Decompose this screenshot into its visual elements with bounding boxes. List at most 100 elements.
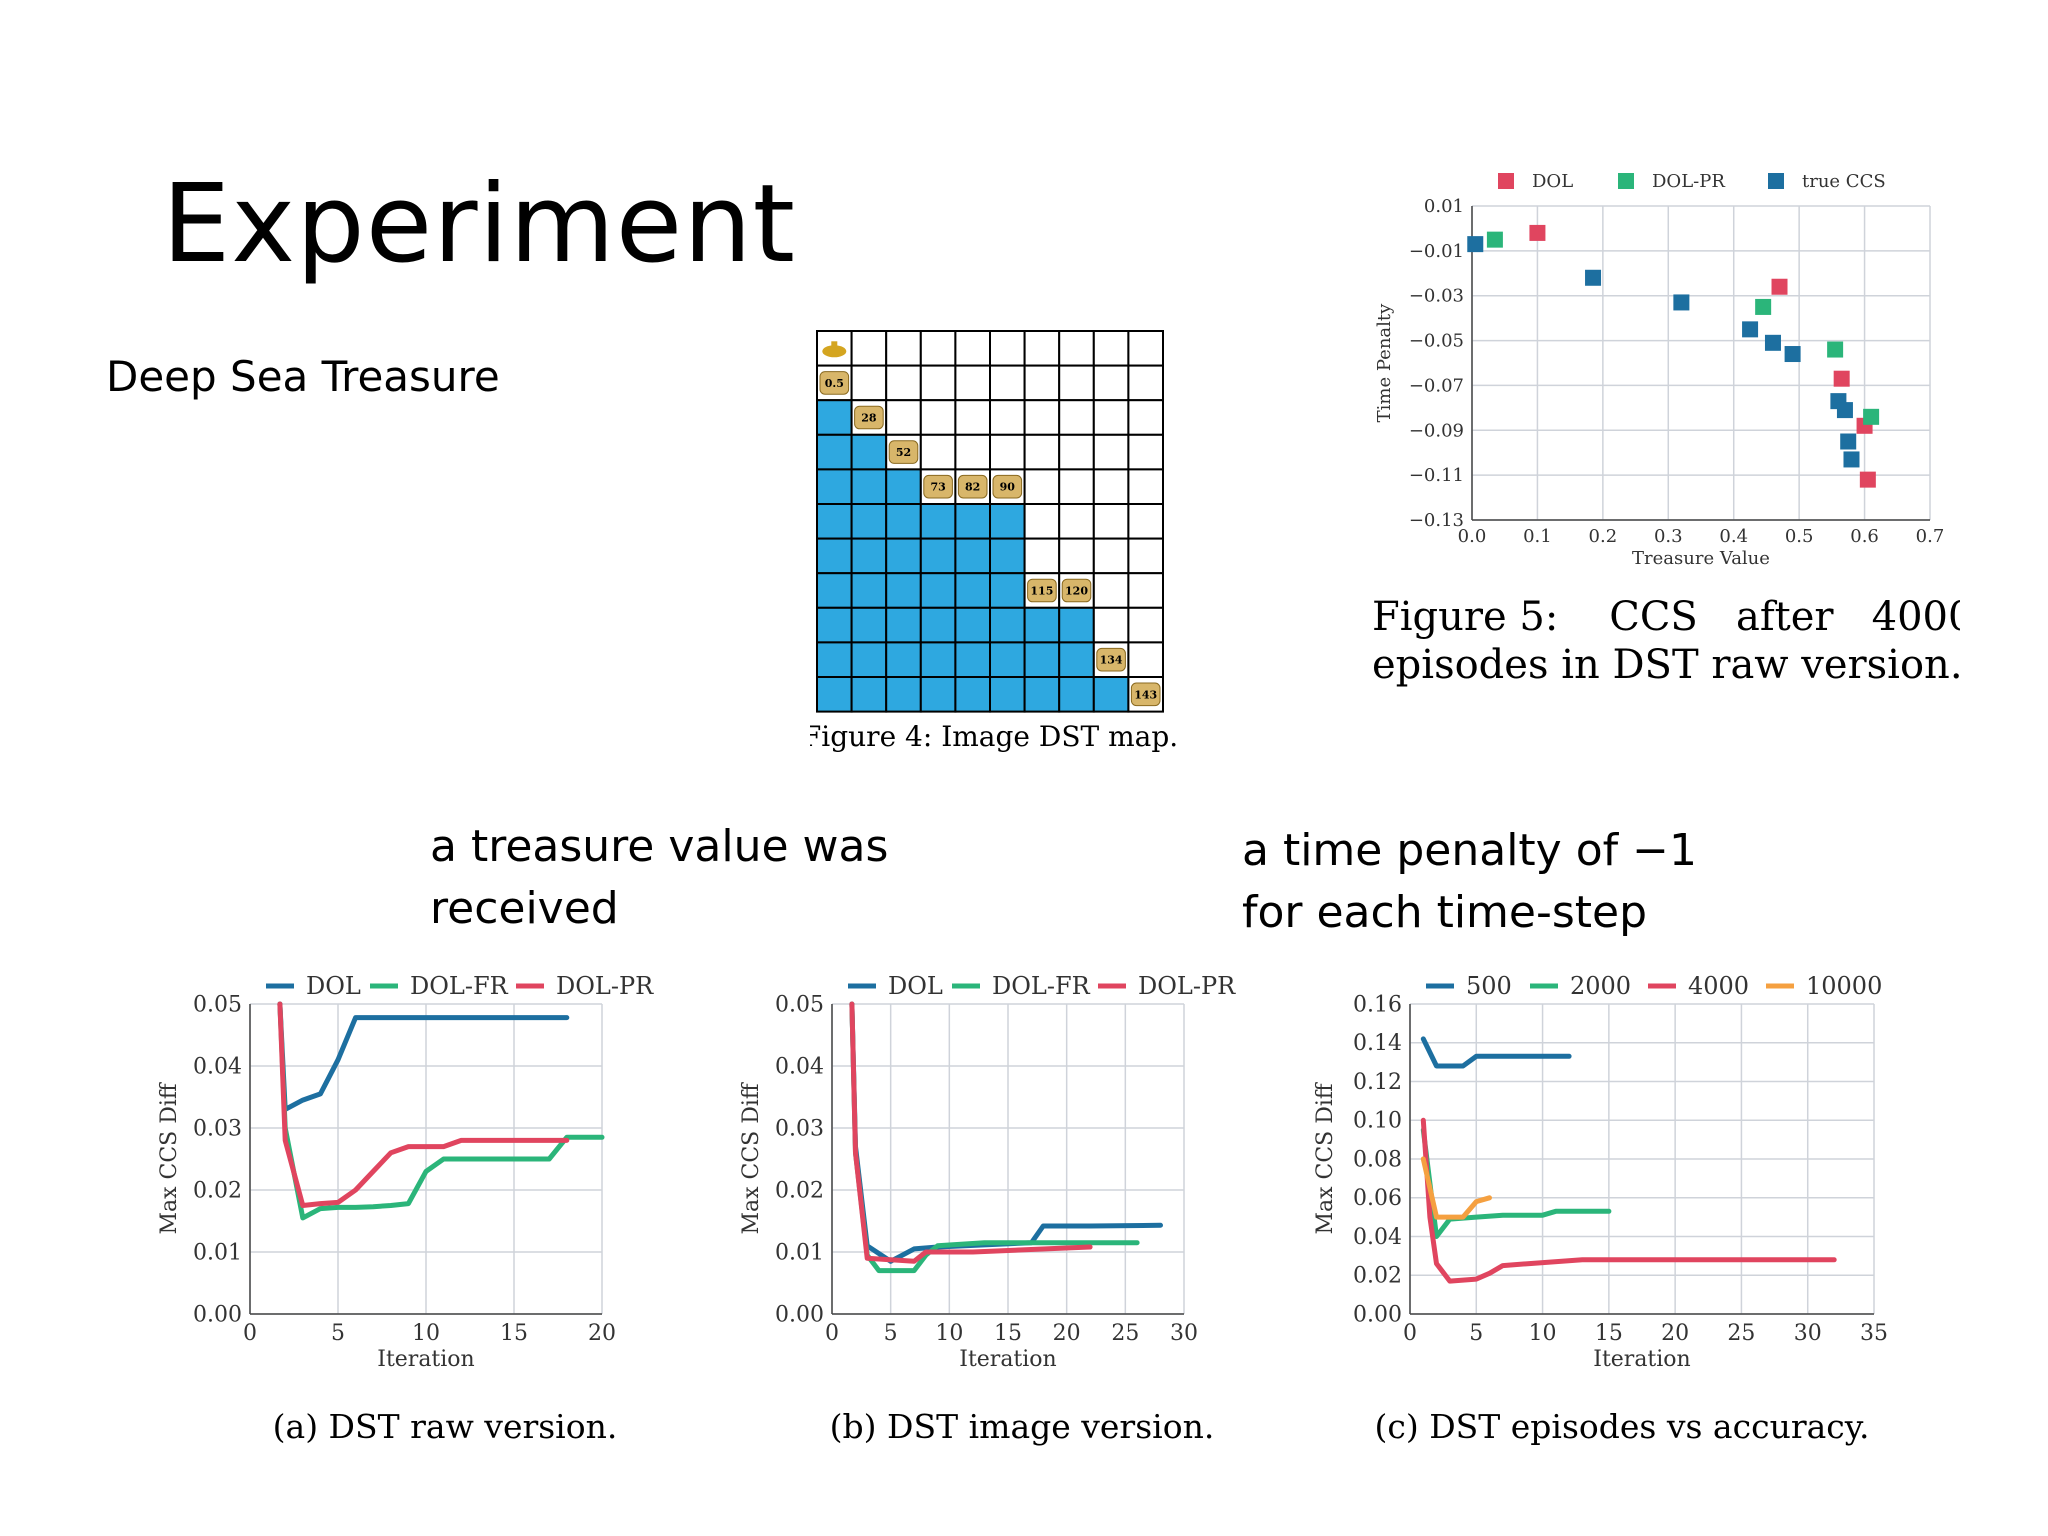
y-tick-label: −0.05: [1409, 331, 1464, 352]
legend-label: DOL-PR: [556, 972, 654, 1000]
scatter-point-dol-pr: [1755, 298, 1772, 315]
sea-cell: [919, 503, 957, 540]
submarine-tower: [831, 341, 838, 348]
y-tick-label: 0.10: [1353, 1109, 1402, 1134]
water-cell: [1023, 364, 1061, 402]
sea-cell: [816, 606, 853, 644]
sea-cell: [850, 572, 888, 609]
fig-b-line-chart: 0 5 10 15 20 25 30 0.00 0.01 0.02 0.03 0.04 0.05 Iter…: [739, 972, 1236, 1446]
sea-cell: [954, 537, 991, 575]
y-tick-label: 0.02: [193, 1178, 242, 1203]
fig-b-plot: 0 5 10 15 20 25 30 0.00 0.01 0.02 0.03 0.04 0.05 Iter…: [739, 972, 1236, 1372]
treasure-chest: [854, 405, 884, 430]
sea-cell: [816, 503, 853, 540]
y-tick-label: 0.04: [775, 1054, 824, 1079]
series-line-4000: [1420, 1117, 1837, 1284]
water-cell: [989, 330, 1026, 367]
fig-a-plot: 0 5 10 15 20 0.00 0.01 0.02 0.03 0.04 0.05 Iteratio…: [157, 972, 654, 1372]
sea-cell: [816, 572, 853, 609]
x-tick-label: 0.4: [1719, 526, 1748, 547]
treasure-chest: [957, 474, 988, 499]
note-time-penalty: a time penalty of −1 for each time-step: [1242, 820, 1697, 944]
legend-swatch: [1618, 173, 1634, 189]
x-tick-label: 0.5: [1785, 526, 1814, 547]
sea-cell: [919, 676, 957, 713]
y-tick-label: −0.11: [1409, 465, 1464, 486]
x-tick-label: 0.6: [1850, 526, 1879, 547]
y-tick-label: 0.02: [1353, 1264, 1402, 1289]
legend-label: 2000: [1570, 972, 1631, 1000]
sea-cell: [816, 399, 853, 436]
sea-cell: [850, 468, 888, 505]
x-tick-label: 0: [825, 1321, 839, 1346]
treasure-value-label: 82: [965, 481, 980, 494]
x-tick-label: 10: [1529, 1321, 1557, 1346]
x-tick-label: 25: [1727, 1321, 1755, 1346]
sea-cell: [989, 641, 1026, 678]
x-axis-label: Iteration: [959, 1347, 1056, 1372]
series-line-dol: [277, 1001, 570, 1112]
x-tick-label: 0: [243, 1321, 257, 1346]
water-cell: [1092, 503, 1130, 540]
water-cell: [1058, 537, 1095, 575]
y-axis-label: Max CCS Diff: [157, 1082, 182, 1234]
x-tick-label: 15: [994, 1321, 1022, 1346]
x-tick-label: 5: [884, 1321, 898, 1346]
fig5-plot: 0.0 0.1 0.2 0.3 0.4 0.5 0.6 0.7 −0.13 −0.11 −0.09 −…: [1374, 171, 1944, 569]
x-tick-label: 15: [1595, 1321, 1623, 1346]
y-tick-label: −0.09: [1409, 420, 1464, 441]
sea-cell: [850, 537, 888, 575]
water-cell: [989, 433, 1026, 471]
legend-label: DOL: [306, 972, 361, 1000]
sea-cell: [885, 606, 922, 644]
slide-title: Experiment: [162, 162, 797, 287]
water-cell: [919, 364, 957, 402]
water-cell: [885, 330, 922, 367]
y-tick-label: 0.16: [1353, 992, 1402, 1017]
treasure-chest: [1130, 682, 1161, 707]
x-tick-label: 5: [1469, 1321, 1483, 1346]
legend-label: 4000: [1688, 972, 1749, 1000]
series-line-dol-fr: [849, 1001, 1140, 1274]
water-cell: [885, 364, 922, 402]
water-cell: [1058, 468, 1095, 505]
scatter-point-true-ccs: [1467, 236, 1484, 253]
sea-cell: [989, 572, 1026, 609]
sea-cell: [954, 641, 991, 678]
y-axis-label: Max CCS Diff: [739, 1082, 764, 1234]
sea-cell: [816, 537, 853, 575]
fig-c-caption: (c) DST episodes vs accuracy.: [1374, 1407, 1869, 1446]
series-line-dol-fr: [277, 1001, 605, 1221]
fig-c-line-chart: 0 5 10 15 20 25 30 35 0.00 0.02 0.04 0.06 0.08 0.10 0.…: [1313, 972, 1888, 1446]
y-tick-label: 0.06: [1353, 1186, 1402, 1211]
water-cell: [1127, 433, 1164, 471]
fig-b-caption: (b) DST image version.: [830, 1407, 1215, 1446]
treasure-value-label: 143: [1134, 688, 1157, 701]
water-cell: [1127, 606, 1164, 644]
scatter-point-dol: [1833, 370, 1850, 387]
sea-cell: [1023, 641, 1061, 678]
sea-cell: [850, 433, 888, 471]
water-cell: [1058, 433, 1095, 471]
water-cell: [1023, 330, 1061, 367]
water-cell: [954, 433, 991, 471]
y-tick-label: 0.05: [193, 992, 242, 1017]
y-tick-label: 0.14: [1353, 1031, 1402, 1056]
y-tick-label: 0.12: [1353, 1070, 1402, 1095]
water-cell: [954, 330, 991, 367]
treasure-value-label: 28: [861, 412, 877, 425]
legend-label: true CCS: [1802, 171, 1886, 192]
water-cell: [1127, 572, 1164, 609]
legend-label: 500: [1466, 972, 1512, 1000]
submarine-hull: [822, 345, 847, 358]
y-tick-label: 0.01: [1424, 196, 1464, 217]
y-tick-label: 0.00: [1353, 1302, 1402, 1327]
scatter-point-true-ccs: [1673, 294, 1690, 311]
fig-a-line-chart: 0 5 10 15 20 0.00 0.01 0.02 0.03 0.04 0.05 Iteratio…: [157, 972, 654, 1446]
legend-label: DOL-PR: [1652, 171, 1725, 192]
x-tick-label: 0.2: [1589, 526, 1618, 547]
x-axis-label: Iteration: [1593, 1347, 1690, 1372]
sea-cell: [989, 676, 1026, 713]
treasure-value-label: 120: [1065, 585, 1088, 598]
legend-label: DOL: [1532, 171, 1573, 192]
